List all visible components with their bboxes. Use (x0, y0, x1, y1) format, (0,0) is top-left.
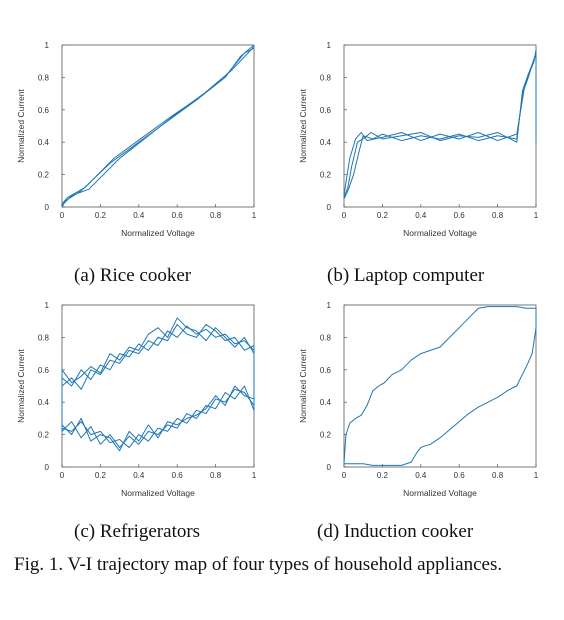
series-line-1 (61, 323, 255, 449)
x-tick-label: 0.4 (133, 471, 145, 480)
chart-refrigerators: 0 0.2 0.4 0.6 0.8 1 0 0.2 0.4 0.6 0.8 1 Normalized V… (16, 301, 257, 498)
x-tick-label: 1 (252, 471, 257, 480)
y-tick-label: 1 (45, 41, 50, 50)
x-tick-label: 0.6 (454, 471, 466, 480)
x-tick-label: 0 (60, 471, 65, 480)
x-tick-label: 0.8 (210, 471, 222, 480)
x-tick-label: 0.8 (210, 211, 222, 220)
y-tick-label: 0.4 (38, 138, 50, 147)
plot-frame (61, 44, 255, 208)
y-tick-label: 0.2 (320, 431, 332, 440)
series-line-0 (343, 52, 537, 200)
y-tick-label: 0.8 (320, 333, 332, 342)
x-tick-label: 0.4 (133, 211, 145, 220)
series-line-2 (343, 54, 537, 198)
plot-frame (343, 44, 537, 208)
x-tick-label: 0 (342, 471, 347, 480)
x-tick-label: 0 (342, 211, 347, 220)
plot-frame (343, 304, 537, 468)
figure-caption: Fig. 1. V-I trajectory map of four types… (14, 554, 503, 575)
y-tick-label: 1 (327, 301, 332, 310)
y-tick-label: 0.4 (320, 138, 332, 147)
x-tick-label: 0.4 (415, 471, 427, 480)
y-axis-label: Normalized Current (16, 89, 26, 163)
series-line-1 (343, 49, 537, 196)
y-axis-label: Normalized Current (298, 89, 308, 163)
y-tick-label: 0 (45, 463, 50, 472)
x-tick-label: 1 (534, 471, 539, 480)
chart-panel-rice-cooker: 0 0.2 0.4 0.6 0.8 1 0 0.2 0.4 0.6 0.8 1 Normalized V… (0, 30, 282, 260)
series-line-1 (61, 47, 255, 205)
y-tick-label: 0.6 (320, 106, 332, 115)
y-tick-label: 0.6 (38, 106, 50, 115)
series-line-2 (61, 46, 255, 206)
series-line-0 (343, 306, 537, 466)
y-tick-label: 0.8 (38, 73, 50, 82)
caption-refrigerators: (c) Refrigerators (74, 521, 201, 542)
x-tick-label: 0.6 (454, 211, 466, 220)
x-tick-label: 0.2 (377, 211, 389, 220)
y-tick-label: 0 (327, 203, 332, 212)
series-line-2 (61, 317, 255, 452)
y-tick-label: 0.8 (320, 73, 332, 82)
x-tick-label: 0.2 (95, 211, 107, 220)
x-tick-label: 0.6 (172, 211, 184, 220)
y-tick-label: 0.8 (38, 333, 50, 342)
y-tick-label: 0.6 (38, 366, 50, 375)
caption-laptop-computer: (b) Laptop computer (327, 265, 485, 286)
x-tick-label: 0.8 (492, 211, 504, 220)
x-tick-label: 0 (60, 211, 65, 220)
y-tick-label: 0.4 (38, 398, 50, 407)
caption-rice-cooker: (a) Rice cooker (74, 265, 192, 286)
series-line-0 (61, 325, 255, 449)
x-tick-label: 1 (252, 211, 257, 220)
y-axis-label: Normalized Current (16, 349, 26, 423)
x-tick-label: 1 (534, 211, 539, 220)
x-tick-label: 0.8 (492, 471, 504, 480)
x-axis-label: Normalized Voltage (403, 228, 477, 238)
y-tick-label: 0 (45, 203, 50, 212)
chart-rice-cooker: 0 0.2 0.4 0.6 0.8 1 0 0.2 0.4 0.6 0.8 1 Normalized V… (16, 41, 257, 238)
y-tick-label: 1 (327, 41, 332, 50)
y-axis-label: Normalized Current (298, 349, 308, 423)
x-axis-label: Normalized Voltage (121, 488, 195, 498)
y-tick-label: 0.2 (320, 171, 332, 180)
plot-frame (61, 304, 255, 468)
y-tick-label: 0.4 (320, 398, 332, 407)
chart-laptop-computer: 0 0.2 0.4 0.6 0.8 1 0 0.2 0.4 0.6 0.8 1 Normalized V… (298, 41, 539, 238)
x-axis-label: Normalized Voltage (403, 488, 477, 498)
y-tick-label: 0.2 (38, 171, 50, 180)
x-tick-label: 0.4 (415, 211, 427, 220)
y-tick-label: 1 (45, 301, 50, 310)
chart-induction-cooker: 0 0.2 0.4 0.6 0.8 1 0 0.2 0.4 0.6 0.8 1 Normalized V… (298, 301, 539, 498)
chart-panel-laptop-computer: 0 0.2 0.4 0.6 0.8 1 0 0.2 0.4 0.6 0.8 1 Normalized V… (282, 30, 564, 260)
y-tick-label: 0.2 (38, 431, 50, 440)
caption-induction-cooker: (d) Induction cooker (317, 521, 474, 542)
x-axis-label: Normalized Voltage (121, 228, 195, 238)
y-tick-label: 0.6 (320, 366, 332, 375)
x-tick-label: 0.2 (377, 471, 389, 480)
chart-panel-refrigerators: 0 0.2 0.4 0.6 0.8 1 0 0.2 0.4 0.6 0.8 1 Normalized V… (0, 290, 282, 520)
x-tick-label: 0.2 (95, 471, 107, 480)
chart-panel-induction-cooker: 0 0.2 0.4 0.6 0.8 1 0 0.2 0.4 0.6 0.8 1 Normalized V… (282, 290, 564, 520)
y-tick-label: 0 (327, 463, 332, 472)
x-tick-label: 0.6 (172, 471, 184, 480)
